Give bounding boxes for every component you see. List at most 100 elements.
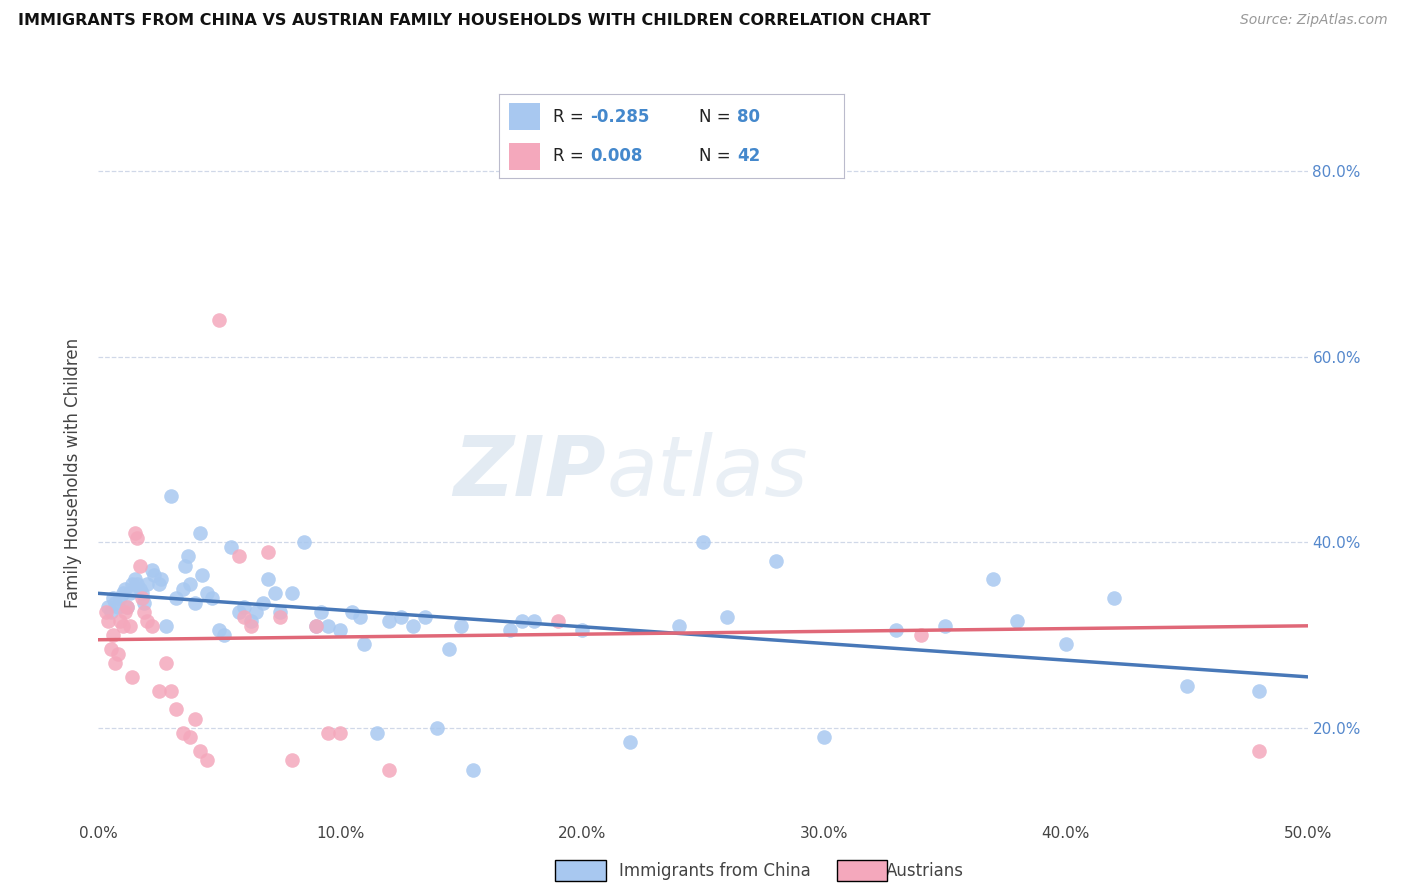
- Point: [619, 735, 641, 749]
- Point: [111, 586, 134, 600]
- Point: [886, 624, 908, 638]
- Point: [127, 531, 149, 545]
- Point: [195, 586, 218, 600]
- Point: [316, 619, 339, 633]
- Point: [191, 567, 214, 582]
- Point: [121, 670, 143, 684]
- Point: [141, 619, 163, 633]
- Point: [134, 596, 156, 610]
- Point: [934, 619, 956, 633]
- Point: [1249, 744, 1271, 758]
- Point: [523, 614, 546, 628]
- Point: [195, 753, 218, 767]
- Point: [143, 567, 166, 582]
- Point: [104, 656, 127, 670]
- Point: [114, 605, 136, 619]
- Point: [342, 605, 364, 619]
- Point: [97, 600, 120, 615]
- Point: [160, 489, 183, 503]
- Bar: [509, 143, 540, 169]
- Point: [165, 591, 187, 605]
- Point: [463, 763, 485, 777]
- Point: [232, 600, 254, 615]
- Text: R =: R =: [553, 108, 589, 126]
- Point: [172, 725, 194, 739]
- Text: N =: N =: [699, 108, 735, 126]
- Y-axis label: Family Households with Children: Family Households with Children: [65, 338, 83, 607]
- Point: [148, 577, 170, 591]
- Point: [155, 656, 177, 670]
- Point: [292, 535, 315, 549]
- Point: [264, 586, 287, 600]
- Point: [910, 628, 932, 642]
- Point: [141, 563, 163, 577]
- Point: [117, 600, 139, 615]
- Point: [134, 605, 156, 619]
- Point: [108, 614, 131, 628]
- Point: [118, 586, 141, 600]
- Point: [329, 624, 352, 638]
- Text: IMMIGRANTS FROM CHINA VS AUSTRIAN FAMILY HOUSEHOLDS WITH CHILDREN CORRELATION CH: IMMIGRANTS FROM CHINA VS AUSTRIAN FAMILY…: [18, 13, 931, 29]
- Point: [107, 647, 129, 661]
- Point: [716, 609, 738, 624]
- Point: [117, 600, 139, 615]
- Point: [179, 730, 201, 744]
- Point: [413, 609, 436, 624]
- Point: [692, 535, 714, 549]
- Point: [366, 725, 388, 739]
- Point: [256, 573, 278, 587]
- Point: [281, 753, 304, 767]
- Point: [426, 721, 449, 735]
- Point: [309, 605, 332, 619]
- Point: [108, 591, 131, 605]
- Point: [100, 605, 122, 619]
- Point: [239, 614, 262, 628]
- Point: [131, 586, 153, 600]
- Point: [510, 614, 533, 628]
- Point: [349, 609, 371, 624]
- Point: [128, 558, 150, 573]
- Text: 80: 80: [737, 108, 759, 126]
- Text: Austrians: Austrians: [886, 862, 963, 880]
- Point: [1102, 591, 1125, 605]
- Point: [813, 730, 835, 744]
- Point: [239, 619, 262, 633]
- Point: [1054, 637, 1077, 651]
- Point: [437, 642, 460, 657]
- Point: [135, 614, 157, 628]
- Text: -0.285: -0.285: [591, 108, 650, 126]
- Point: [353, 637, 375, 651]
- Point: [981, 573, 1004, 587]
- Text: N =: N =: [699, 147, 735, 165]
- Point: [228, 605, 250, 619]
- Point: [101, 591, 124, 605]
- Point: [1249, 683, 1271, 698]
- Point: [97, 614, 120, 628]
- Point: [131, 591, 153, 605]
- Point: [174, 558, 197, 573]
- Point: [160, 683, 183, 698]
- Point: [148, 683, 170, 698]
- Point: [668, 619, 690, 633]
- Point: [179, 577, 201, 591]
- Text: Immigrants from China: Immigrants from China: [619, 862, 810, 880]
- Bar: [509, 103, 540, 130]
- Point: [221, 540, 243, 554]
- Point: [1175, 679, 1198, 693]
- Point: [100, 642, 122, 657]
- Point: [547, 614, 569, 628]
- Point: [389, 609, 412, 624]
- Point: [281, 586, 304, 600]
- Point: [150, 573, 173, 587]
- Point: [571, 624, 593, 638]
- Text: ZIP: ZIP: [454, 433, 606, 513]
- Point: [228, 549, 250, 564]
- Text: Source: ZipAtlas.com: Source: ZipAtlas.com: [1240, 13, 1388, 28]
- Point: [184, 712, 207, 726]
- Text: 0.008: 0.008: [591, 147, 643, 165]
- Point: [377, 763, 399, 777]
- Point: [188, 744, 211, 758]
- Point: [127, 577, 149, 591]
- Point: [232, 609, 254, 624]
- Point: [450, 619, 472, 633]
